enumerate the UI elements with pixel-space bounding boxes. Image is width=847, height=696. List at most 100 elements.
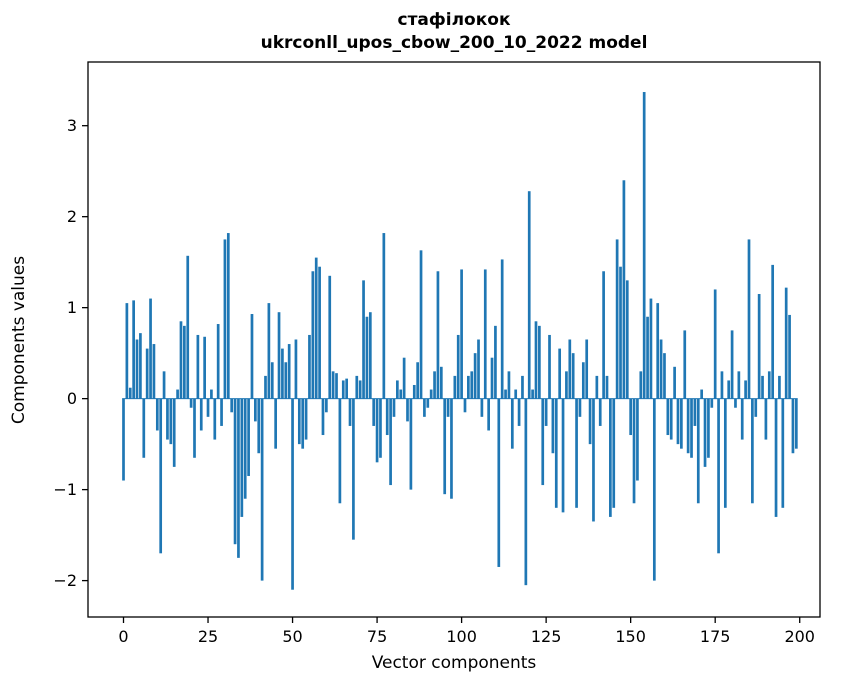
bar [287,344,291,399]
bar [636,398,639,481]
bar [480,398,484,417]
bar [561,398,565,513]
bar [622,180,626,399]
bar [632,398,636,504]
bar [781,398,785,508]
bar [294,339,298,399]
tick-label: 175 [700,627,731,646]
bar [778,375,781,399]
bar [629,398,633,436]
bar [544,398,548,426]
bar [609,398,612,517]
bar [541,398,545,486]
bar [578,398,582,417]
bar [517,398,521,426]
bar [551,398,555,454]
bar [301,398,305,449]
bar [751,398,754,504]
bar [774,398,778,517]
bar [277,312,281,399]
bar [318,266,321,399]
tick-label: 3 [67,116,77,135]
bar [243,398,247,499]
bar [297,398,301,445]
bar [592,398,595,522]
bar [717,398,720,554]
bar [345,378,348,399]
bar [358,380,362,399]
bar [514,389,518,399]
bar [588,398,592,445]
bar [145,348,149,399]
bar [338,398,342,504]
bar [500,259,504,399]
bar [149,298,152,399]
bar [602,271,605,399]
bar [162,371,166,399]
bar [571,353,575,399]
bar [625,280,629,399]
bar [761,375,764,399]
bar [439,366,443,399]
bar [396,380,399,399]
bar [612,398,616,508]
bar [619,266,622,399]
bar [548,334,551,399]
bar [460,269,463,399]
bar [186,255,190,399]
bar [267,303,271,399]
bar [132,300,135,399]
bar [392,398,396,417]
tick-label: 100 [446,627,477,646]
bar [581,362,585,399]
bar [507,371,511,399]
bar [213,398,217,440]
bar [713,289,717,399]
bar [558,348,562,399]
bar [382,233,386,399]
tick-label: 0 [118,627,128,646]
bar [314,257,318,399]
bar [240,398,244,517]
bar [166,398,169,440]
bar [740,398,744,440]
bar [686,398,690,454]
tick-label: 25 [198,627,218,646]
bar [649,298,653,399]
bar [710,398,714,408]
bar [223,239,227,399]
bar [487,398,490,431]
bar [189,398,193,408]
bar [385,398,389,436]
bar [429,389,433,399]
bar [565,371,568,399]
chart-subtitle: ukrconll_upos_cbow_200_10_2022 model [261,33,648,53]
tick-label: 200 [784,627,815,646]
bar [196,334,200,399]
bar [250,314,254,399]
bar [494,325,497,399]
bar [605,375,609,399]
bar [233,398,237,545]
bar [220,398,223,426]
bar [426,398,430,408]
bar [639,371,643,399]
bar [291,398,294,590]
bar [659,339,663,399]
bar [331,371,335,399]
bar [646,316,649,399]
x-axis-label: Vector components [372,653,537,673]
bar [406,398,409,422]
bar [362,280,365,399]
bar [521,375,524,399]
bar [690,398,693,458]
bar [419,250,423,399]
bar [270,362,274,399]
bar [274,398,277,449]
bar [446,398,450,417]
bar [368,312,372,399]
tick-label: 50 [282,627,302,646]
bar [707,398,710,458]
bar [490,357,494,399]
bar [210,389,213,399]
